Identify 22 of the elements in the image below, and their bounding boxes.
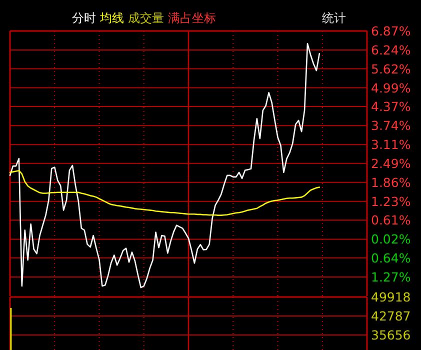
y-tick-label: 0.02% [371, 232, 411, 247]
y-tick-label: 3.11% [371, 137, 411, 152]
y-tick-label: 5.62% [371, 61, 411, 76]
chart-title: 分时 [72, 11, 96, 25]
y-tick-label: 2.49% [371, 156, 411, 171]
y-tick-label: 4.37% [371, 99, 411, 114]
y-tick-label: 3.74% [371, 118, 411, 134]
y-tick-label: 1.27% [371, 269, 411, 284]
text: 满占坐标 [168, 11, 216, 25]
text: 统计 [322, 11, 346, 25]
y-tick-label: 49918 [371, 290, 411, 304]
y-tick-label: 6.24% [371, 42, 411, 58]
y-tick-label: 0.64% [371, 250, 411, 266]
y-tick-label: 1.23% [371, 194, 411, 209]
text: 均线 [99, 11, 124, 25]
y-tick-label: 35656 [371, 327, 411, 342]
y-tick-label: 1.86% [371, 174, 411, 190]
y-tick-label: 42787 [371, 308, 411, 324]
y-tick-label: 4.99% [371, 80, 411, 96]
y-tick-label: 0.61% [371, 212, 411, 228]
y-tick-label: 6.87% [371, 24, 411, 38]
text: 成交量 [128, 11, 164, 25]
